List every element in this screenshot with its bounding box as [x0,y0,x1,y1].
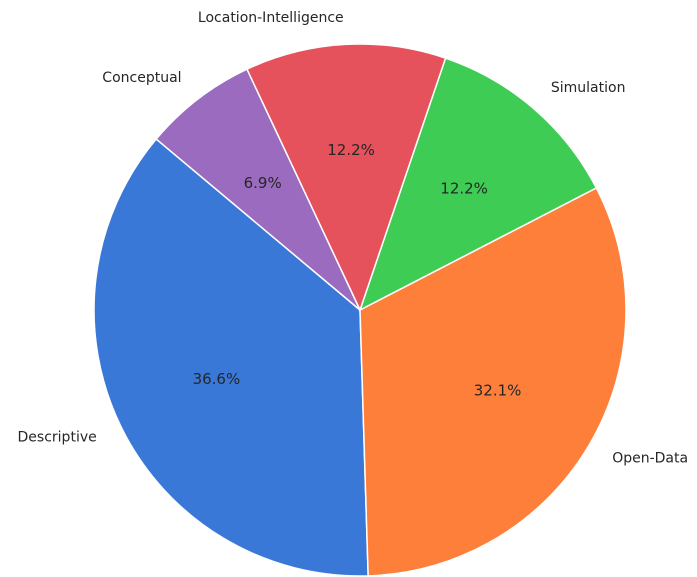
slice-label: Location-Intelligence [198,10,344,26]
slice-label: Descriptive [18,430,97,446]
pct-label: 36.6% [193,370,241,388]
slice-label: Open-Data [612,450,688,466]
pie-slice [245,43,447,313]
pie-slice [358,57,598,312]
pct-label: 12.2% [440,180,488,198]
pct-label: 32.1% [474,381,522,399]
pie-slice [93,137,369,577]
slice-label: Conceptual [102,70,181,86]
pie-slice [359,186,627,577]
pct-label: 12.2% [327,141,375,159]
pie-slice [155,68,361,311]
slice-label: Simulation [551,80,626,96]
pct-label: 6.9% [244,174,282,192]
